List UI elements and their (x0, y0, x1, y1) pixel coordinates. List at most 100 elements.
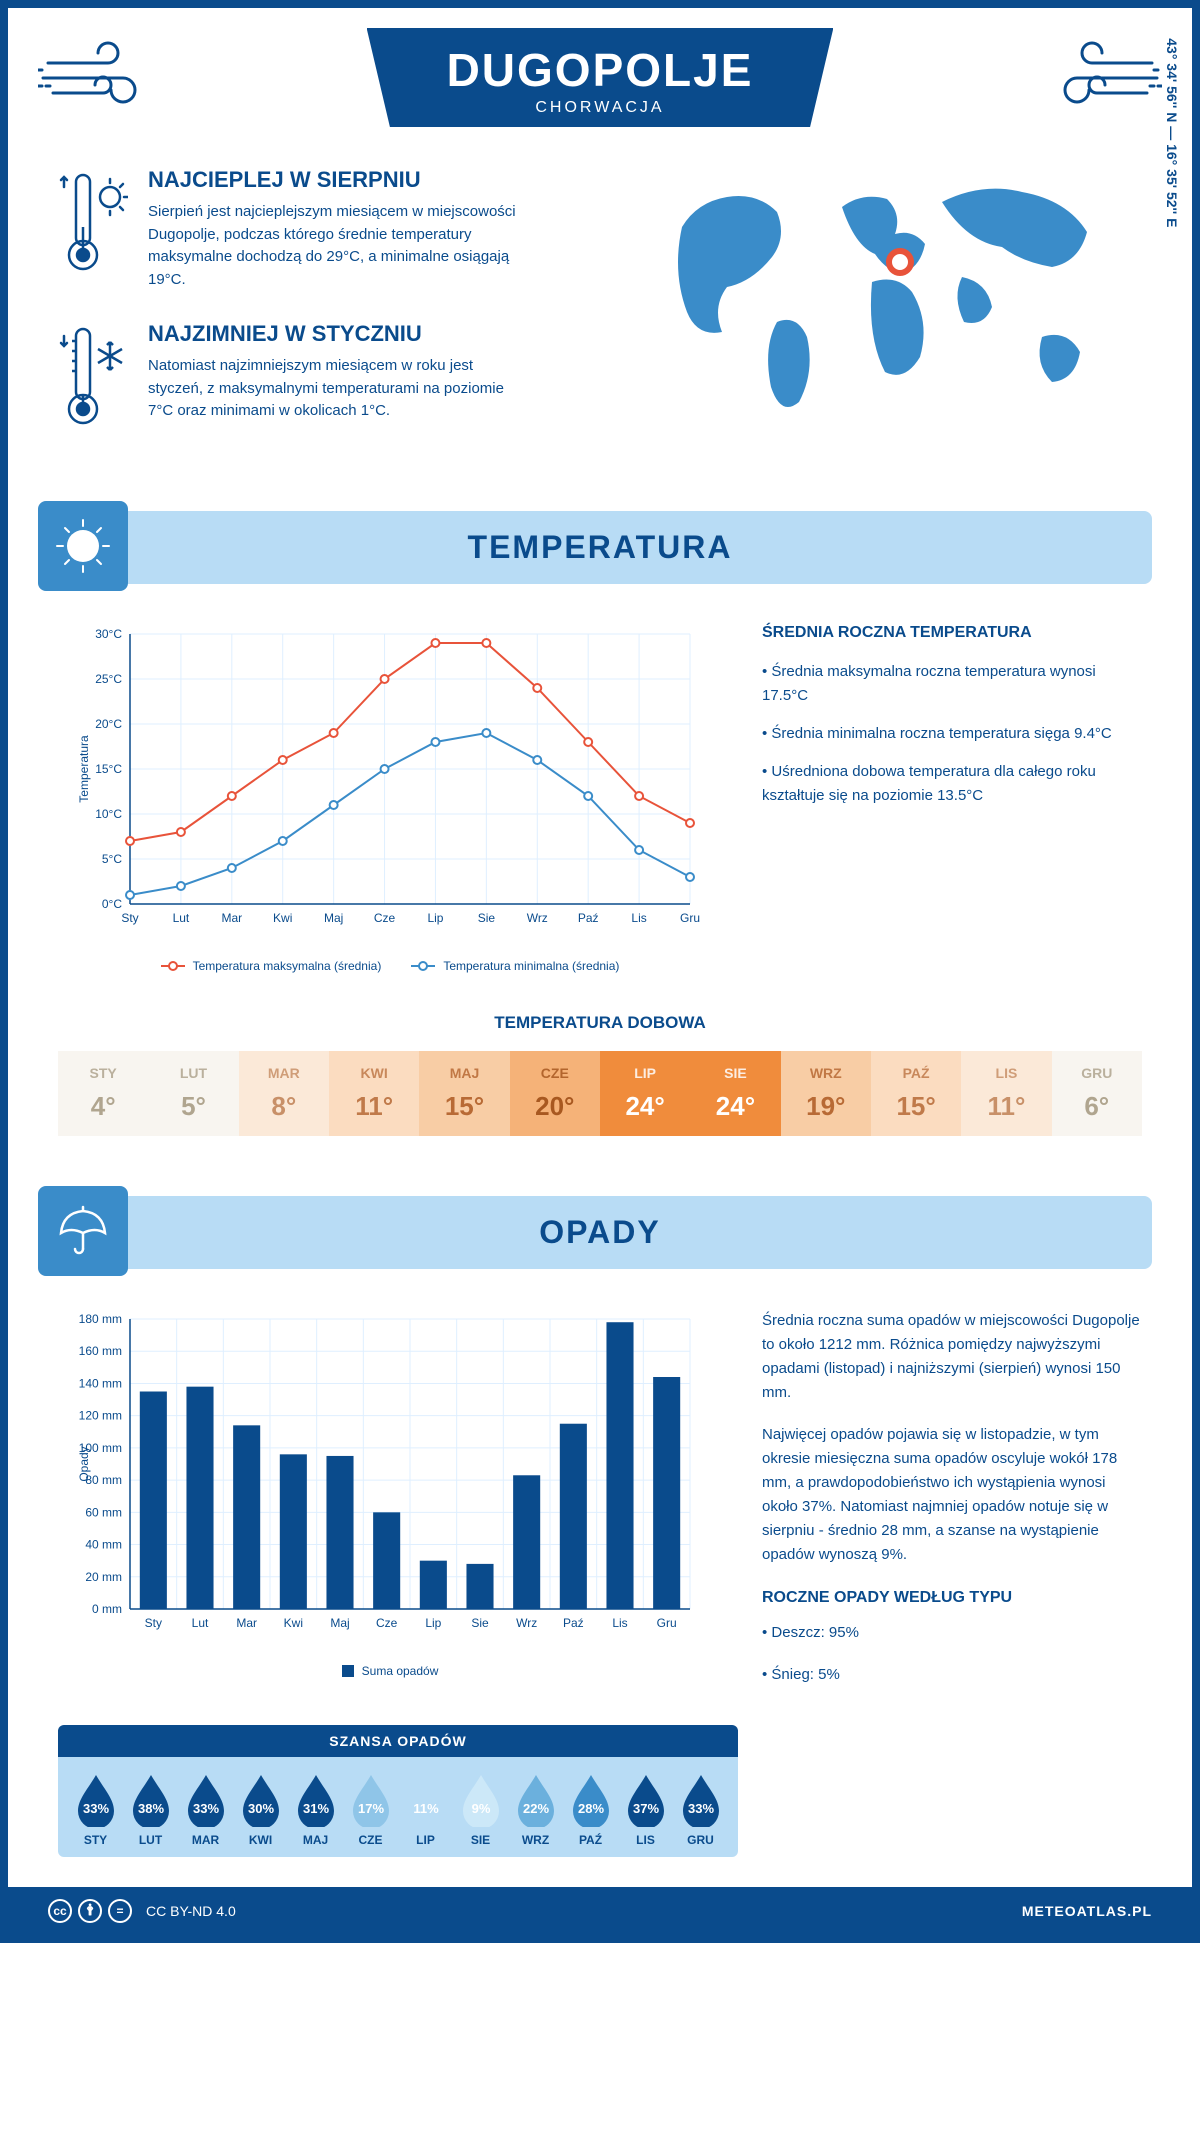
svg-text:Kwi: Kwi (273, 911, 292, 925)
svg-text:Paź: Paź (563, 1616, 584, 1630)
daily-cell: LUT5° (148, 1051, 238, 1136)
svg-text:Lut: Lut (173, 911, 190, 925)
page-subtitle: CHORWACJA (447, 99, 754, 117)
license-text: CC BY-ND 4.0 (146, 1903, 236, 1919)
thermometer-snowflake-icon (58, 321, 128, 431)
chance-item: 33%MAR (184, 1773, 228, 1847)
precip-chance-box: SZANSA OPADÓW 33%STY38%LUT33%MAR30%KWI31… (58, 1725, 738, 1857)
warmest-text: Sierpień jest najcieplejszym miesiącem w… (148, 201, 528, 291)
svg-text:22%: 22% (522, 1801, 548, 1816)
precip-section-header: OPADY (48, 1196, 1152, 1269)
chance-item: 22%WRZ (514, 1773, 558, 1847)
svg-text:Wrz: Wrz (527, 911, 548, 925)
header: DUGOPOLJE CHORWACJA (8, 8, 1192, 127)
svg-text:Lis: Lis (612, 1616, 627, 1630)
svg-text:Mar: Mar (221, 911, 242, 925)
daily-cell: KWI11° (329, 1051, 419, 1136)
chance-item: 33%STY (74, 1773, 118, 1847)
svg-text:15°C: 15°C (95, 762, 122, 776)
daily-cell: SIE24° (690, 1051, 780, 1136)
svg-text:11%: 11% (413, 1801, 439, 1816)
svg-text:Wrz: Wrz (516, 1616, 537, 1630)
chance-item: 9%SIE (459, 1773, 503, 1847)
legend-precip: Suma opadów (342, 1664, 439, 1678)
svg-text:25°C: 25°C (95, 672, 122, 686)
svg-text:0°C: 0°C (102, 897, 122, 911)
svg-text:120 mm: 120 mm (79, 1409, 122, 1423)
chance-item: 31%MAJ (294, 1773, 338, 1847)
daily-cell: PAŹ15° (871, 1051, 961, 1136)
svg-text:Cze: Cze (376, 1616, 398, 1630)
coordinates: 43° 34' 56'' N — 16° 35' 52'' E (1164, 38, 1180, 227)
svg-text:40 mm: 40 mm (85, 1538, 122, 1552)
svg-text:Sty: Sty (145, 1616, 162, 1630)
svg-text:Cze: Cze (374, 911, 396, 925)
sun-icon (53, 516, 113, 576)
wind-icon (1032, 38, 1162, 118)
daily-temp-table: STY4°LUT5°MAR8°KWI11°MAJ15°CZE20°LIP24°S… (58, 1051, 1142, 1136)
svg-text:Sie: Sie (478, 911, 496, 925)
world-map-icon (662, 167, 1122, 427)
svg-text:28%: 28% (577, 1801, 603, 1816)
svg-text:30°C: 30°C (95, 627, 122, 641)
svg-text:5°C: 5°C (102, 852, 122, 866)
warmest-heading: NAJCIEPLEJ W SIERPNIU (148, 167, 528, 193)
coldest-heading: NAJZIMNIEJ W STYCZNIU (148, 321, 528, 347)
daily-cell: STY4° (58, 1051, 148, 1136)
precip-title: OPADY (48, 1214, 1152, 1251)
svg-text:Sie: Sie (471, 1616, 489, 1630)
svg-text:140 mm: 140 mm (79, 1376, 122, 1390)
svg-text:Lip: Lip (427, 911, 443, 925)
by-icon: 🛉 (78, 1899, 102, 1923)
svg-text:0 mm: 0 mm (92, 1602, 122, 1616)
svg-text:20°C: 20°C (95, 717, 122, 731)
temperature-section-header: TEMPERATURA (48, 511, 1152, 584)
svg-text:33%: 33% (687, 1801, 713, 1816)
svg-text:10°C: 10°C (95, 807, 122, 821)
cc-icon: cc (48, 1899, 72, 1923)
coldest-text: Natomiast najzimniejszym miesiącem w rok… (148, 355, 528, 423)
daily-temp-heading: TEMPERATURA DOBOWA (58, 1013, 1142, 1033)
svg-text:33%: 33% (192, 1801, 218, 1816)
footer: cc 🛉 = CC BY-ND 4.0 METEOATLAS.PL (8, 1887, 1192, 1935)
wind-icon (38, 38, 168, 118)
svg-text:Kwi: Kwi (284, 1616, 303, 1630)
svg-text:37%: 37% (632, 1801, 658, 1816)
svg-text:Lut: Lut (192, 1616, 209, 1630)
daily-cell: GRU6° (1052, 1051, 1142, 1136)
daily-cell: MAJ15° (419, 1051, 509, 1136)
svg-text:Mar: Mar (236, 1616, 257, 1630)
temperature-title: TEMPERATURA (48, 529, 1152, 566)
svg-text:180 mm: 180 mm (79, 1312, 122, 1326)
coldest-block: NAJZIMNIEJ W STYCZNIU Natomiast najzimni… (58, 321, 662, 431)
svg-text:Temperatura: Temperatura (77, 735, 91, 803)
svg-text:Lis: Lis (631, 911, 646, 925)
chance-item: 17%CZE (349, 1773, 393, 1847)
svg-text:Maj: Maj (330, 1616, 349, 1630)
svg-text:Lip: Lip (425, 1616, 441, 1630)
chance-item: 37%LIS (624, 1773, 668, 1847)
svg-text:38%: 38% (137, 1801, 163, 1816)
legend-max: Temperatura maksymalna (średnia) (161, 959, 382, 973)
daily-cell: CZE20° (510, 1051, 600, 1136)
daily-cell: LIP24° (600, 1051, 690, 1136)
svg-text:9%: 9% (471, 1801, 490, 1816)
svg-text:30%: 30% (247, 1801, 273, 1816)
temperature-info: ŚREDNIA ROCZNA TEMPERATURA • Średnia mak… (762, 624, 1142, 973)
svg-text:33%: 33% (82, 1801, 108, 1816)
nd-icon: = (108, 1899, 132, 1923)
chance-item: 11%LIP (404, 1773, 448, 1847)
svg-text:20 mm: 20 mm (85, 1570, 122, 1584)
svg-text:17%: 17% (357, 1801, 383, 1816)
svg-text:Paź: Paź (578, 911, 599, 925)
svg-text:Gru: Gru (680, 911, 700, 925)
temperature-line-chart: 0°C5°C10°C15°C20°C25°C30°CStyLutMarKwiMa… (58, 624, 722, 944)
chance-item: 28%PAŹ (569, 1773, 613, 1847)
daily-cell: LIS11° (961, 1051, 1051, 1136)
svg-text:160 mm: 160 mm (79, 1344, 122, 1358)
umbrella-icon (53, 1201, 113, 1261)
daily-cell: MAR8° (239, 1051, 329, 1136)
svg-text:Gru: Gru (657, 1616, 677, 1630)
svg-text:Maj: Maj (324, 911, 343, 925)
precip-bar-chart: 0 mm20 mm40 mm60 mm80 mm100 mm120 mm140 … (58, 1309, 722, 1649)
